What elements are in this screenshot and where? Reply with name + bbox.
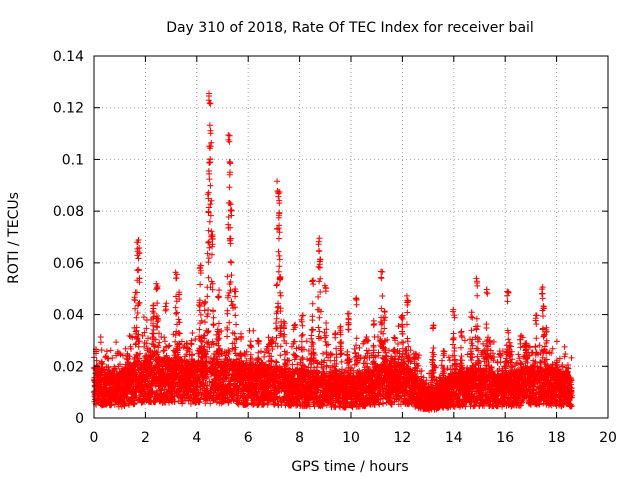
y-tick-label: 0 bbox=[75, 411, 84, 427]
x-tick-label: 6 bbox=[244, 430, 253, 446]
y-tick-label: 0.1 bbox=[62, 152, 84, 168]
x-tick-label: 18 bbox=[548, 430, 566, 446]
y-tick-label: 0.06 bbox=[53, 256, 84, 272]
x-tick-label: 4 bbox=[192, 430, 201, 446]
x-tick-label: 14 bbox=[445, 430, 463, 446]
axis-ticks: 0 2 4 6 8 10 12 14 16 18 20 0 0.02 0.04 0.06 0.08 0.1 0.1… bbox=[53, 49, 617, 446]
chart-title: Day 310 of 2018, Rate Of TEC Index for r… bbox=[166, 20, 534, 36]
y-tick-label: 0.04 bbox=[53, 308, 84, 324]
grid-lines bbox=[94, 56, 608, 418]
y-tick-label: 0.08 bbox=[53, 204, 84, 220]
y-tick-label: 0.12 bbox=[53, 101, 84, 117]
y-tick-label: 0.14 bbox=[53, 49, 84, 65]
x-axis-label: GPS time / hours bbox=[291, 459, 408, 475]
y-axis-label: ROTI / TECUs bbox=[6, 192, 22, 284]
x-tick-label: 12 bbox=[393, 430, 411, 446]
x-tick-label: 10 bbox=[342, 430, 360, 446]
x-tick-label: 20 bbox=[599, 430, 617, 446]
x-tick-label: 0 bbox=[90, 430, 99, 446]
x-tick-label: 2 bbox=[141, 430, 150, 446]
y-tick-label: 0.02 bbox=[53, 359, 84, 375]
x-tick-label: 16 bbox=[496, 430, 514, 446]
x-tick-label: 8 bbox=[295, 430, 304, 446]
